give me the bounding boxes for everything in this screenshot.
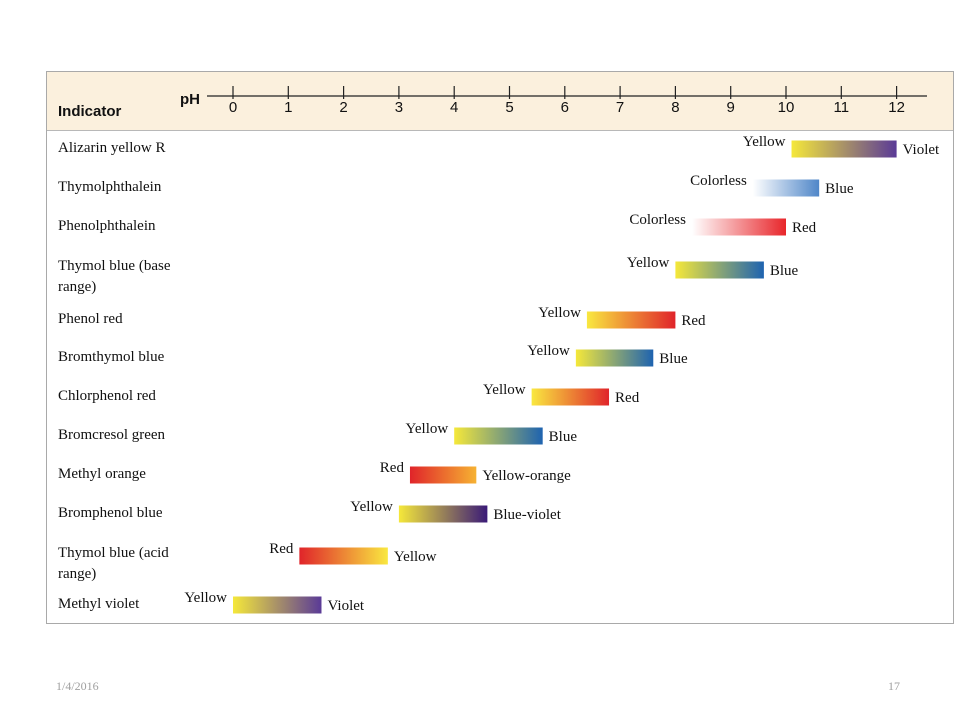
high-ph-color-label: Violet bbox=[327, 598, 364, 614]
high-ph-color-label: Red bbox=[681, 313, 706, 329]
indicator-range-bar bbox=[398, 505, 488, 523]
indicator-bars: Yellow Violet Colorless Blue Colorless Red Yel… bbox=[184, 134, 940, 614]
low-ph-color-label: Red bbox=[380, 460, 405, 476]
low-ph-color-label: Yellow bbox=[627, 255, 670, 271]
indicator-name: Methyl violet bbox=[58, 596, 140, 612]
indicator-chart-panel: Indicator pH 0 1 2 3 4 5 6 7 8 9 10 11 12 Yellow Viol… bbox=[46, 71, 954, 624]
ph-tick-label: 1 bbox=[284, 99, 292, 116]
indicator-column-heading: Indicator bbox=[58, 103, 122, 120]
low-ph-color-label: Colorless bbox=[690, 173, 747, 189]
low-ph-color-label: Yellow bbox=[483, 382, 526, 398]
low-ph-color-label: Yellow bbox=[527, 343, 570, 359]
high-ph-color-label: Blue bbox=[825, 181, 854, 197]
high-ph-color-label: Yellow bbox=[394, 549, 437, 565]
indicator-range-bar bbox=[675, 261, 764, 279]
indicator-name: Phenol red bbox=[58, 311, 123, 327]
ph-axis-label: pH bbox=[180, 91, 200, 108]
indicator-name: Bromthymol blue bbox=[58, 349, 165, 365]
high-ph-color-label: Red bbox=[615, 390, 640, 406]
low-ph-color-label: Yellow bbox=[538, 305, 581, 321]
ph-tick-label: 6 bbox=[561, 99, 569, 116]
indicator-name: Alizarin yellow R bbox=[58, 140, 166, 156]
low-ph-color-label: Colorless bbox=[629, 212, 686, 228]
indicator-name: Thymolphthalein bbox=[58, 179, 162, 195]
indicator-name: Thymol blue (base range) bbox=[58, 258, 171, 295]
ph-tick-label: 7 bbox=[616, 99, 624, 116]
footer-date: 1/4/2016 bbox=[56, 679, 99, 693]
low-ph-color-label: Red bbox=[269, 541, 294, 557]
ph-tick-label: 4 bbox=[450, 99, 458, 116]
indicator-range-bar bbox=[752, 179, 820, 197]
indicator-range-bar bbox=[575, 349, 654, 367]
indicator-name: Methyl orange bbox=[58, 466, 146, 482]
ph-tick-label: 3 bbox=[395, 99, 403, 116]
high-ph-color-label: Blue bbox=[549, 429, 578, 445]
indicator-range-bar bbox=[531, 388, 610, 406]
indicator-name: Bromphenol blue bbox=[58, 505, 163, 521]
high-ph-color-label: Red bbox=[792, 220, 817, 236]
ph-tick-label: 5 bbox=[505, 99, 513, 116]
ph-tick-label: 10 bbox=[778, 99, 795, 116]
indicator-range-bar bbox=[299, 547, 388, 565]
low-ph-color-label: Yellow bbox=[184, 590, 227, 606]
indicator-range-bar bbox=[454, 427, 543, 445]
indicator-range-bar bbox=[233, 596, 322, 614]
high-ph-color-label: Blue-violet bbox=[493, 507, 561, 523]
indicator-name: Phenolphthalein bbox=[58, 218, 156, 234]
indicator-name: Chlorphenol red bbox=[58, 388, 156, 404]
ph-tick-label: 9 bbox=[727, 99, 735, 116]
high-ph-color-label: Violet bbox=[903, 142, 940, 158]
footer-page-number: 17 bbox=[888, 679, 900, 693]
high-ph-color-label: Yellow-orange bbox=[482, 468, 571, 484]
ph-axis: 0 1 2 3 4 5 6 7 8 9 10 11 12 bbox=[207, 86, 927, 116]
indicator-range-bar bbox=[691, 218, 786, 236]
low-ph-color-label: Yellow bbox=[350, 499, 393, 515]
indicator-range-bar bbox=[791, 140, 897, 158]
high-ph-color-label: Blue bbox=[659, 351, 688, 367]
ph-tick-label: 8 bbox=[671, 99, 679, 116]
ph-tick-label: 2 bbox=[339, 99, 347, 116]
low-ph-color-label: Yellow bbox=[743, 134, 786, 150]
indicator-range-bar bbox=[586, 311, 676, 329]
ph-tick-label: 0 bbox=[229, 99, 237, 116]
ph-tick-label: 11 bbox=[834, 99, 850, 116]
chart-header-band bbox=[47, 72, 953, 131]
indicator-name: Thymol blue (acid range) bbox=[58, 545, 169, 582]
high-ph-color-label: Blue bbox=[770, 263, 799, 279]
low-ph-color-label: Yellow bbox=[406, 421, 449, 437]
ph-tick-label: 12 bbox=[888, 99, 905, 116]
indicator-range-bar bbox=[409, 466, 477, 484]
indicator-name: Bromcresol green bbox=[58, 427, 166, 443]
